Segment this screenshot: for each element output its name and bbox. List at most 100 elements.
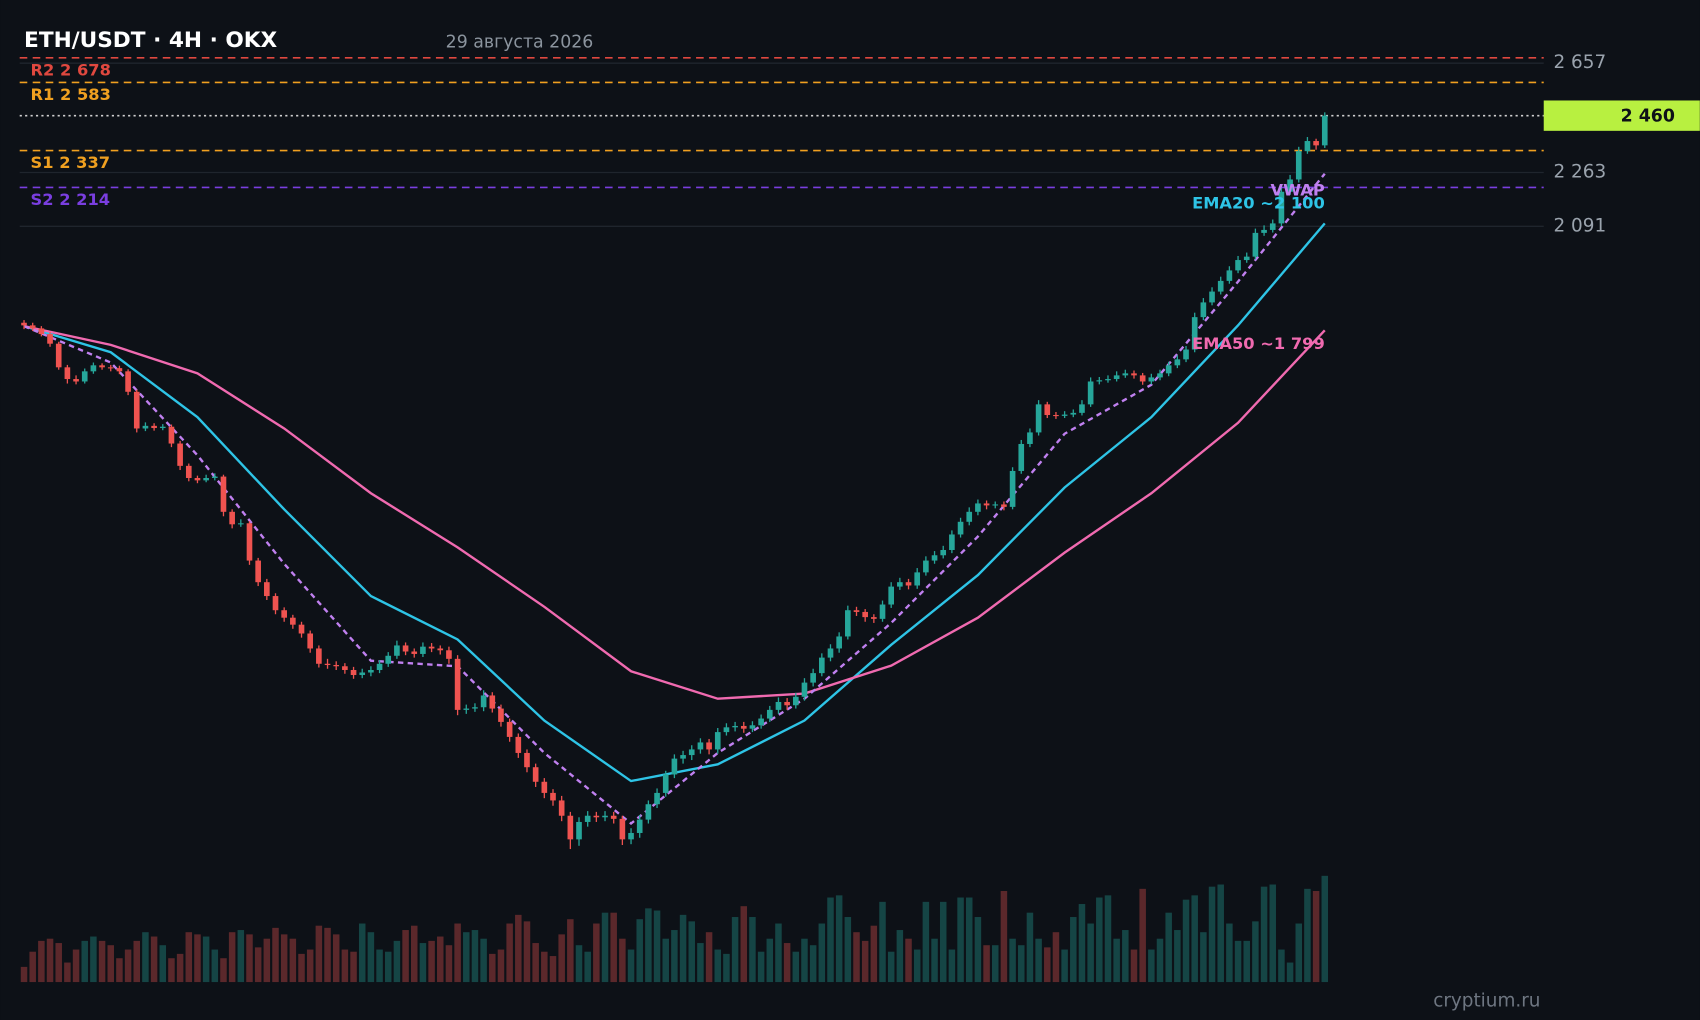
volume-bar bbox=[870, 925, 878, 983]
candle-body bbox=[827, 648, 834, 658]
volume-bar bbox=[437, 936, 444, 983]
candle-body bbox=[116, 368, 123, 372]
levels-layer bbox=[19, 57, 1544, 189]
candle-body bbox=[810, 673, 816, 683]
volume-bar bbox=[263, 938, 271, 983]
candle-body bbox=[454, 658, 461, 710]
volume-bar bbox=[679, 914, 687, 983]
volume-bar bbox=[393, 940, 401, 983]
volume-bar bbox=[931, 938, 938, 983]
candle-body bbox=[792, 696, 799, 706]
candle-body bbox=[1139, 375, 1146, 382]
volume-bar bbox=[1252, 921, 1259, 983]
candle-body bbox=[836, 636, 842, 649]
volume-bar bbox=[549, 956, 557, 983]
volume-bar bbox=[974, 917, 982, 983]
candle-body bbox=[1131, 373, 1137, 376]
candle-body bbox=[229, 511, 235, 525]
volume-bar bbox=[1044, 947, 1051, 983]
candle-body bbox=[1018, 443, 1025, 471]
candle-body bbox=[636, 819, 643, 833]
indicator-label: VWAP bbox=[1271, 181, 1325, 200]
candle-body bbox=[1148, 377, 1155, 382]
volume-bar bbox=[905, 938, 912, 983]
candle-body bbox=[246, 523, 253, 561]
candle-body bbox=[506, 721, 513, 737]
candle-body bbox=[1209, 291, 1215, 303]
volume-bar bbox=[81, 940, 88, 983]
candle-body bbox=[1252, 232, 1259, 257]
candle-body bbox=[1235, 260, 1241, 271]
watermark: cryptium.ru bbox=[1433, 991, 1540, 1012]
candle-body bbox=[142, 425, 149, 429]
volume-bar bbox=[515, 914, 522, 983]
candle-body bbox=[966, 511, 973, 522]
candle-body bbox=[211, 476, 218, 478]
candle-body bbox=[897, 582, 903, 587]
volume-bar bbox=[220, 958, 227, 983]
y-tick-label: 2 657 bbox=[1553, 52, 1606, 73]
volume-bar bbox=[913, 949, 921, 983]
volume-bar bbox=[1200, 932, 1207, 983]
level-label: R2 2 678 bbox=[31, 60, 111, 79]
candle-body bbox=[21, 322, 27, 326]
volume-bar bbox=[567, 919, 574, 983]
candle-body bbox=[671, 758, 678, 775]
volume-bar bbox=[1208, 886, 1216, 983]
volume-bar bbox=[185, 932, 193, 983]
candle-body bbox=[1313, 141, 1319, 146]
last-price-label: 2 460 bbox=[1621, 107, 1675, 127]
grid-layer bbox=[19, 62, 1544, 227]
candle-body bbox=[480, 695, 487, 708]
volume-bar bbox=[315, 925, 323, 983]
volume-bar bbox=[922, 901, 930, 983]
volume-bar bbox=[20, 966, 28, 983]
candle-body bbox=[316, 648, 322, 664]
candle-body bbox=[1009, 470, 1016, 507]
candle-body bbox=[1096, 380, 1103, 382]
volume-bar bbox=[142, 932, 149, 983]
volume-bar bbox=[575, 945, 583, 983]
candle-body bbox=[871, 617, 877, 619]
volume-bar bbox=[497, 949, 505, 983]
volume-bar bbox=[98, 940, 106, 983]
volume-bar bbox=[723, 953, 730, 983]
candle-body bbox=[983, 503, 990, 506]
candle-body bbox=[1183, 349, 1189, 360]
candle-body bbox=[940, 550, 947, 556]
candle-body bbox=[1200, 302, 1207, 318]
candle-body bbox=[472, 707, 478, 709]
volume-bar bbox=[489, 953, 496, 983]
volume-bar bbox=[410, 925, 418, 983]
candle-body bbox=[1079, 404, 1085, 413]
y-tick-label: 2 263 bbox=[1553, 161, 1606, 182]
volume-bar bbox=[341, 949, 349, 983]
candle-body bbox=[905, 582, 912, 586]
candle-body bbox=[307, 633, 314, 649]
candle-body bbox=[203, 477, 209, 481]
volume-bar bbox=[671, 930, 678, 983]
volume-bar bbox=[523, 921, 531, 983]
candle-body bbox=[1070, 412, 1077, 415]
candle-body bbox=[602, 815, 608, 818]
volume-bar bbox=[150, 936, 158, 983]
candle-body bbox=[706, 742, 712, 750]
volume-bar bbox=[610, 912, 617, 983]
candle-body bbox=[1278, 191, 1285, 224]
volume-bar bbox=[1052, 932, 1060, 983]
candle-body bbox=[133, 391, 140, 429]
volume-bar bbox=[1096, 897, 1103, 983]
candle-body bbox=[333, 665, 340, 667]
volume-bar bbox=[645, 908, 652, 983]
volume-bar bbox=[506, 923, 513, 983]
candle-body bbox=[402, 645, 409, 652]
candle-body bbox=[394, 645, 400, 656]
volume-bar bbox=[688, 921, 695, 983]
volume-bar bbox=[853, 932, 860, 983]
volume-bar bbox=[211, 949, 219, 983]
candle-body bbox=[758, 718, 764, 726]
candle-body bbox=[428, 646, 435, 649]
label-layer: ETH/USDT · 4H · OKX 29 августа 2026 cryp… bbox=[24, 28, 1700, 1012]
candle-body bbox=[550, 792, 556, 801]
